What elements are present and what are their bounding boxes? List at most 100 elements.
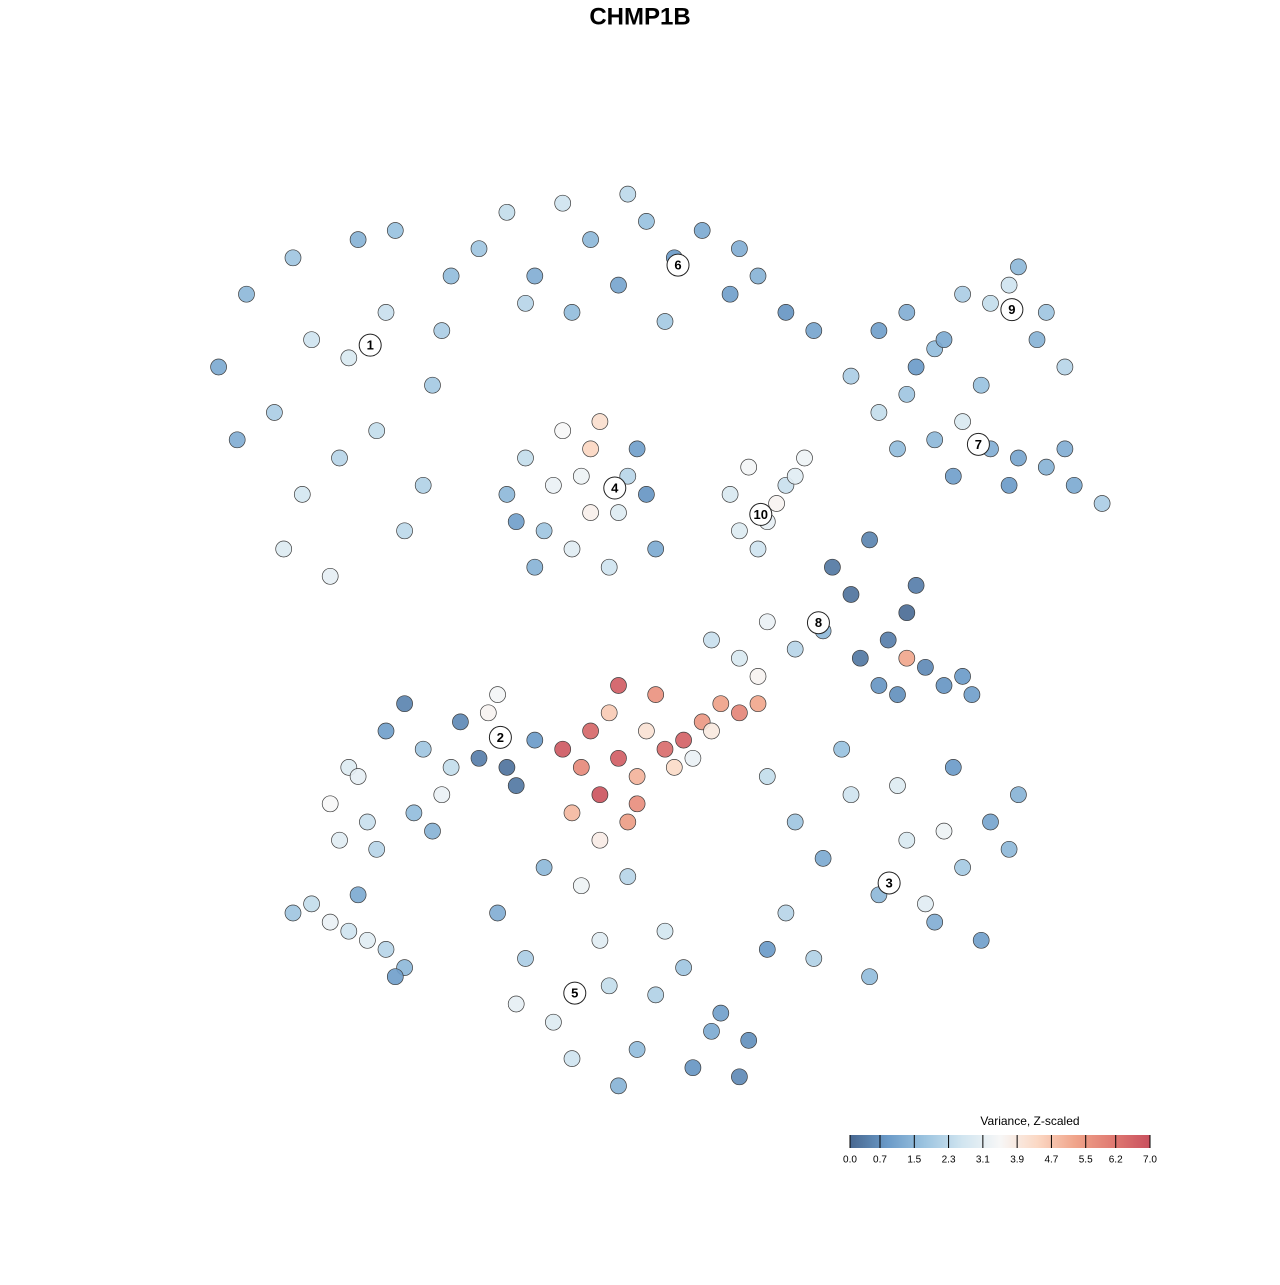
cluster-label-bg — [358, 333, 382, 357]
point — [889, 440, 906, 458]
point — [889, 686, 906, 703]
point — [712, 1004, 730, 1022]
point — [507, 995, 525, 1013]
point — [851, 649, 869, 667]
cluster-label: 9 — [1008, 302, 1015, 317]
point — [293, 486, 311, 503]
point — [610, 276, 627, 294]
cluster-label: 2 — [497, 730, 504, 745]
point — [619, 813, 637, 831]
cluster-label-bg — [966, 432, 990, 456]
point — [926, 431, 944, 449]
point — [972, 931, 990, 949]
point — [861, 531, 878, 549]
point — [749, 695, 767, 713]
point — [368, 422, 386, 440]
point — [861, 968, 878, 986]
point — [777, 304, 795, 321]
point — [656, 313, 674, 330]
point — [610, 1077, 627, 1095]
point — [898, 304, 916, 321]
point — [489, 686, 506, 703]
point — [749, 668, 767, 685]
point — [572, 759, 590, 776]
point — [833, 740, 851, 758]
chart-title: CHMP1B — [589, 3, 690, 30]
point — [768, 495, 785, 512]
point — [982, 294, 999, 312]
point — [731, 522, 748, 540]
point — [377, 722, 395, 740]
point — [749, 540, 767, 558]
point — [340, 349, 358, 367]
point — [266, 404, 283, 421]
point — [396, 695, 413, 713]
point — [731, 240, 748, 258]
point — [517, 449, 534, 467]
point — [433, 322, 451, 339]
point — [842, 367, 860, 385]
point — [349, 231, 367, 248]
point — [563, 1050, 581, 1067]
point — [535, 859, 553, 876]
colorbar-tick-label: 1.5 — [907, 1155, 921, 1166]
point — [610, 677, 627, 694]
point — [386, 968, 404, 986]
point — [1037, 304, 1055, 321]
point — [479, 704, 497, 722]
point — [721, 486, 739, 503]
point — [786, 640, 804, 658]
point — [582, 722, 599, 740]
point — [619, 185, 637, 203]
point — [498, 203, 516, 221]
point — [582, 231, 599, 248]
cluster-label-bg — [749, 502, 773, 526]
point — [284, 249, 302, 267]
point — [712, 695, 730, 713]
point — [572, 877, 590, 895]
point — [498, 486, 516, 503]
point — [600, 977, 618, 995]
point — [368, 840, 386, 858]
point — [675, 959, 692, 976]
point — [796, 449, 813, 467]
point — [284, 904, 302, 922]
point — [656, 922, 674, 940]
point — [507, 777, 525, 794]
point — [563, 540, 581, 558]
point — [591, 786, 609, 804]
point — [582, 504, 599, 521]
colorbar-tick-label: 0.0 — [843, 1155, 857, 1166]
point — [935, 822, 953, 840]
point — [507, 513, 525, 531]
point — [926, 913, 944, 931]
point — [526, 267, 544, 285]
point — [889, 777, 906, 794]
point — [805, 322, 823, 339]
point — [554, 422, 572, 440]
point — [600, 558, 618, 576]
point — [758, 768, 776, 785]
point — [442, 759, 460, 776]
point — [405, 804, 423, 822]
point — [610, 749, 627, 767]
points — [210, 185, 1111, 1095]
cluster-label-bg — [603, 476, 627, 500]
point — [982, 813, 999, 831]
point — [954, 668, 971, 685]
point — [442, 267, 460, 285]
point — [703, 722, 720, 740]
point — [935, 677, 953, 694]
cluster-label: 10 — [754, 507, 768, 522]
point — [684, 749, 702, 767]
point — [526, 558, 544, 576]
point — [814, 850, 832, 867]
point — [749, 267, 767, 285]
cluster-label: 3 — [886, 875, 893, 890]
point — [1010, 258, 1027, 276]
point — [591, 831, 609, 849]
cluster-label-bg — [806, 611, 830, 635]
cluster-label-bg — [488, 725, 512, 749]
point — [842, 586, 860, 603]
